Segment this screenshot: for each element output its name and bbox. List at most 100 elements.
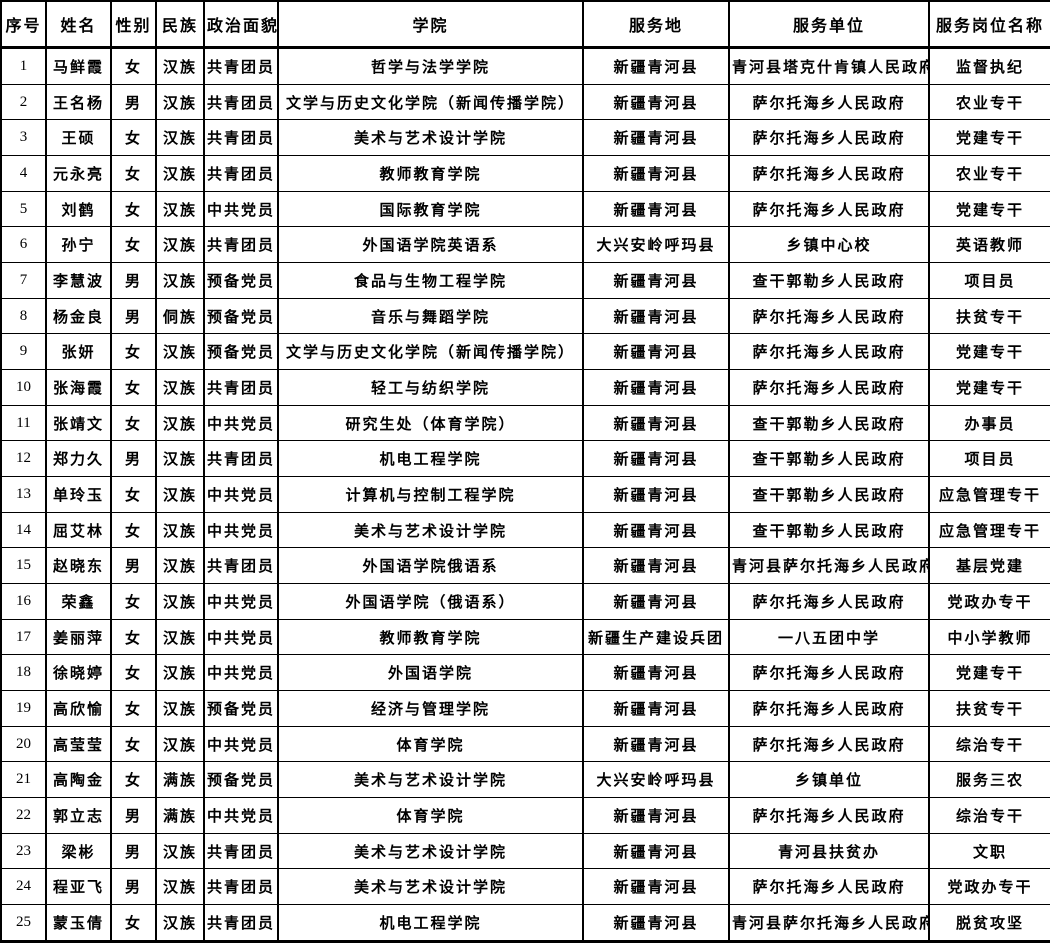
table-cell: 女 <box>110 333 157 371</box>
table-cell: 汉族 <box>155 511 205 549</box>
table-cell: 女 <box>110 476 157 513</box>
table-cell: 党建专干 <box>928 369 1050 406</box>
table-cell: 中共党员 <box>203 190 279 228</box>
table-cell: 共青团员 <box>203 119 279 157</box>
table-cell: 屈艾林 <box>45 511 112 549</box>
table-cell: 王硕 <box>45 119 112 157</box>
table-cell: 24 <box>0 868 47 906</box>
table-row: 19 高欣愉女汉族 预备党员 经济与管理学院 新疆青河县 萨尔托海乡人民政府 扶贫专干 <box>0 690 1050 727</box>
table-cell: 新疆青河县 <box>582 190 730 228</box>
table-cell: 男 <box>110 83 157 121</box>
table-cell: 文学与历史文化学院（新闻传播学院） <box>277 333 584 371</box>
table-cell: 汉族 <box>155 369 205 406</box>
header-row: 序号 姓名 性别 民族 政治面貌 学院 服务地 服务单位 服务岗位名称 <box>0 0 1050 49</box>
table-row: 2 王名杨男汉族 共青团员 文学与历史文化学院（新闻传播学院） 新疆青河县 萨尔托海乡人民… <box>0 83 1050 121</box>
table-row: 8 杨金良男侗族 预备党员 音乐与舞蹈学院 新疆青河县 萨尔托海乡人民政府 扶贫专干 <box>0 297 1050 335</box>
table-cell: 男 <box>110 547 157 585</box>
table-cell: 萨尔托海乡人民政府 <box>728 333 930 371</box>
table-cell: 中共党员 <box>203 583 279 620</box>
table-cell: 杨金良 <box>45 297 112 335</box>
table-cell: 女 <box>110 761 157 799</box>
table-header: 序号 姓名 性别 民族 政治面貌 学院 服务地 服务单位 服务岗位名称 <box>0 0 1050 49</box>
table-cell: 共青团员 <box>203 226 279 264</box>
table-row: 4 元永亮女汉族 共青团员 教师教育学院 新疆青河县 萨尔托海乡人民政府 农业专干 <box>0 155 1050 192</box>
table-cell: 研究生处（体育学院） <box>277 404 584 442</box>
table-cell: 萨尔托海乡人民政府 <box>728 868 930 906</box>
table-cell: 青河县塔克什肯镇人民政府 <box>728 47 930 85</box>
table-cell: 大兴安岭呼玛县 <box>582 761 730 799</box>
table-cell: 轻工与纺织学院 <box>277 369 584 406</box>
table-cell: 蒙玉倩 <box>45 904 112 943</box>
table-row: 18 徐晓婷女汉族 中共党员 外国语学院 新疆青河县 萨尔托海乡人民政府 党建专干 <box>0 654 1050 692</box>
table-cell: 7 <box>0 262 47 299</box>
table-cell: 19 <box>0 690 47 727</box>
table-cell: 汉族 <box>155 119 205 157</box>
table-row: 14 屈艾林女汉族 中共党员 美术与艺术设计学院 新疆青河县 查干郭勒乡人民政府 应急管理专… <box>0 511 1050 549</box>
table-cell: 共青团员 <box>203 47 279 85</box>
table-cell: 刘鹤 <box>45 190 112 228</box>
table-cell: 3 <box>0 119 47 157</box>
table-cell: 15 <box>0 547 47 585</box>
table-cell: 新疆青河县 <box>582 690 730 727</box>
table-row: 12 郑力久男汉族 共青团员 机电工程学院 新疆青河县 查干郭勒乡人民政府 项目员 <box>0 440 1050 478</box>
table-cell: 萨尔托海乡人民政府 <box>728 190 930 228</box>
table-cell: 教师教育学院 <box>277 155 584 192</box>
table-cell: 萨尔托海乡人民政府 <box>728 155 930 192</box>
table-cell: 高陶金 <box>45 761 112 799</box>
table-cell: 女 <box>110 119 157 157</box>
table-cell: 王名杨 <box>45 83 112 121</box>
table-cell: 萨尔托海乡人民政府 <box>728 83 930 121</box>
table-cell: 中共党员 <box>203 511 279 549</box>
table-cell: 汉族 <box>155 904 205 943</box>
table-cell: 大兴安岭呼玛县 <box>582 226 730 264</box>
table-cell: 1 <box>0 47 47 85</box>
table-cell: 国际教育学院 <box>277 190 584 228</box>
table-cell: 新疆青河县 <box>582 725 730 763</box>
column-header: 民族 <box>155 0 205 49</box>
table-cell: 中共党员 <box>203 725 279 763</box>
table-cell: 外国语学院俄语系 <box>277 547 584 585</box>
table-cell: 14 <box>0 511 47 549</box>
table-cell: 4 <box>0 155 47 192</box>
table-cell: 女 <box>110 190 157 228</box>
table-cell: 侗族 <box>155 297 205 335</box>
table-cell: 郑力久 <box>45 440 112 478</box>
column-header: 服务岗位名称 <box>928 0 1050 49</box>
table-cell: 新疆青河县 <box>582 404 730 442</box>
table-cell: 汉族 <box>155 868 205 906</box>
table-cell: 汉族 <box>155 155 205 192</box>
table-cell: 预备党员 <box>203 297 279 335</box>
table-cell: 9 <box>0 333 47 371</box>
table-cell: 汉族 <box>155 654 205 692</box>
table-cell: 文学与历史文化学院（新闻传播学院） <box>277 83 584 121</box>
table-cell: 满族 <box>155 761 205 799</box>
table-cell: 汉族 <box>155 725 205 763</box>
table-cell: 综治专干 <box>928 725 1050 763</box>
table-cell: 新疆青河县 <box>582 511 730 549</box>
table-cell: 新疆青河县 <box>582 119 730 157</box>
table-row: 6 孙宁女汉族 共青团员 外国语学院英语系 大兴安岭呼玛县 乡镇中心校 英语教师 <box>0 226 1050 264</box>
table-cell: 马鲜霞 <box>45 47 112 85</box>
table-cell: 体育学院 <box>277 725 584 763</box>
table-cell: 梁彬 <box>45 832 112 870</box>
table-cell: 共青团员 <box>203 868 279 906</box>
table-row: 23 梁彬男汉族 共青团员 美术与艺术设计学院 新疆青河县 青河县扶贫办 文职 <box>0 832 1050 870</box>
table-cell: 8 <box>0 297 47 335</box>
table-cell: 共青团员 <box>203 83 279 121</box>
table-row: 5 刘鹤女汉族 中共党员 国际教育学院 新疆青河县 萨尔托海乡人民政府 党建专干 <box>0 190 1050 228</box>
table-cell: 女 <box>110 369 157 406</box>
table-cell: 党政办专干 <box>928 868 1050 906</box>
table-cell: 徐晓婷 <box>45 654 112 692</box>
table-cell: 萨尔托海乡人民政府 <box>728 369 930 406</box>
table-cell: 赵晓东 <box>45 547 112 585</box>
table-cell: 23 <box>0 832 47 870</box>
table-cell: 应急管理专干 <box>928 476 1050 513</box>
table-cell: 扶贫专干 <box>928 690 1050 727</box>
table-row: 24 程亚飞男汉族 共青团员 美术与艺术设计学院 新疆青河县 萨尔托海乡人民政府 党政办专干 <box>0 868 1050 906</box>
table-cell: 汉族 <box>155 618 205 656</box>
column-header: 政治面貌 <box>203 0 279 49</box>
table-cell: 中共党员 <box>203 654 279 692</box>
table-cell: 机电工程学院 <box>277 440 584 478</box>
table-cell: 美术与艺术设计学院 <box>277 119 584 157</box>
